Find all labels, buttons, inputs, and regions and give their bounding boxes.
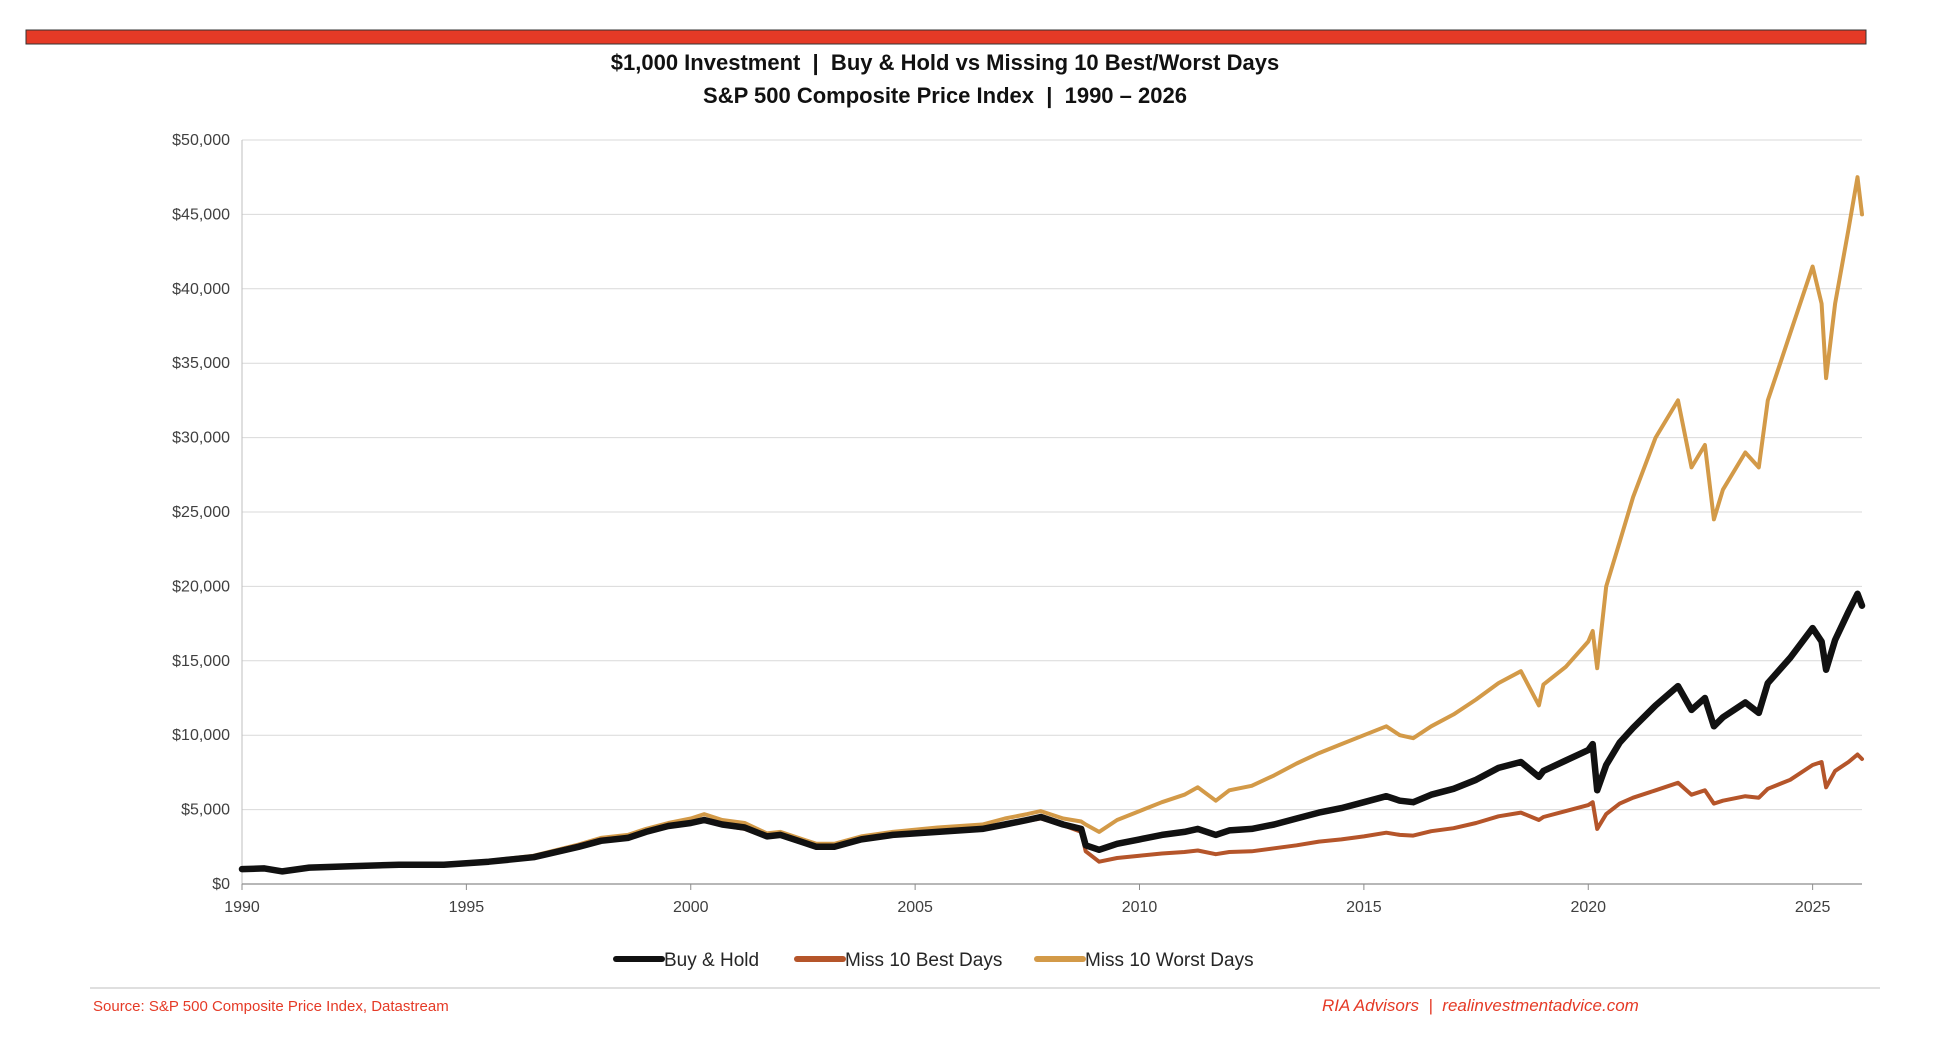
x-tick-label: 2000: [673, 899, 709, 916]
chart-subtitle: S&P 500 Composite Price Index | 1990 – 2…: [703, 83, 1187, 108]
legend-label-miss-worst: Miss 10 Worst Days: [1085, 950, 1254, 971]
top-red-bar: [25, 29, 1867, 45]
y-tick-label: $25,000: [172, 504, 230, 521]
x-tick-label: 2005: [897, 899, 933, 916]
legend-label-miss-best: Miss 10 Best Days: [845, 950, 1002, 971]
legend-item-buy-hold: Buy & Hold: [613, 950, 759, 971]
x-tick-label: 2015: [1346, 899, 1382, 916]
chart-title: $1,000 Investment | Buy & Hold vs Missin…: [611, 50, 1279, 75]
plot-series: [238, 175, 1866, 875]
y-tick-label: $15,000: [172, 653, 230, 670]
brand-note: RIA Advisors | realinvestmentadvice.com: [1322, 996, 1639, 1015]
y-tick-label: $10,000: [172, 727, 230, 744]
y-tick-label: $40,000: [172, 281, 230, 298]
x-tick-label: 2025: [1795, 899, 1831, 916]
y-tick-label: $30,000: [172, 430, 230, 447]
x-tick-label: 2010: [1122, 899, 1158, 916]
y-axis: $0 $5,000 $10,000 $15,000 $20,000 $25,000 $30,…: [172, 132, 243, 893]
series-line-miss-10-worst-days: [240, 175, 1864, 873]
legend-label-buy-hold: Buy & Hold: [664, 950, 759, 971]
x-axis: 1990 1995 2000 2005 2010 2015 2020 2025: [224, 883, 1862, 916]
y-tick-label: $45,000: [172, 206, 230, 223]
series-line-buy-hold: [238, 590, 1866, 875]
y-tick-label: $0: [212, 876, 230, 893]
y-tick-label: $50,000: [172, 132, 230, 149]
y-tick-label: $35,000: [172, 355, 230, 372]
y-tick-label: $20,000: [172, 578, 230, 595]
source-note: Source: S&P 500 Composite Price Index, D…: [93, 998, 449, 1015]
legend-item-miss-worst: Miss 10 Worst Days: [1034, 950, 1254, 971]
x-tick-label: 1990: [224, 899, 260, 916]
grid-lines: [242, 139, 1862, 885]
legend-item-miss-best: Miss 10 Best Days: [794, 950, 1002, 971]
x-tick-label: 1995: [449, 899, 485, 916]
x-tick-label: 2020: [1570, 899, 1606, 916]
y-tick-label: $5,000: [181, 802, 230, 819]
legend: Buy & Hold Miss 10 Best Days Miss 10 Wor…: [613, 950, 1254, 971]
